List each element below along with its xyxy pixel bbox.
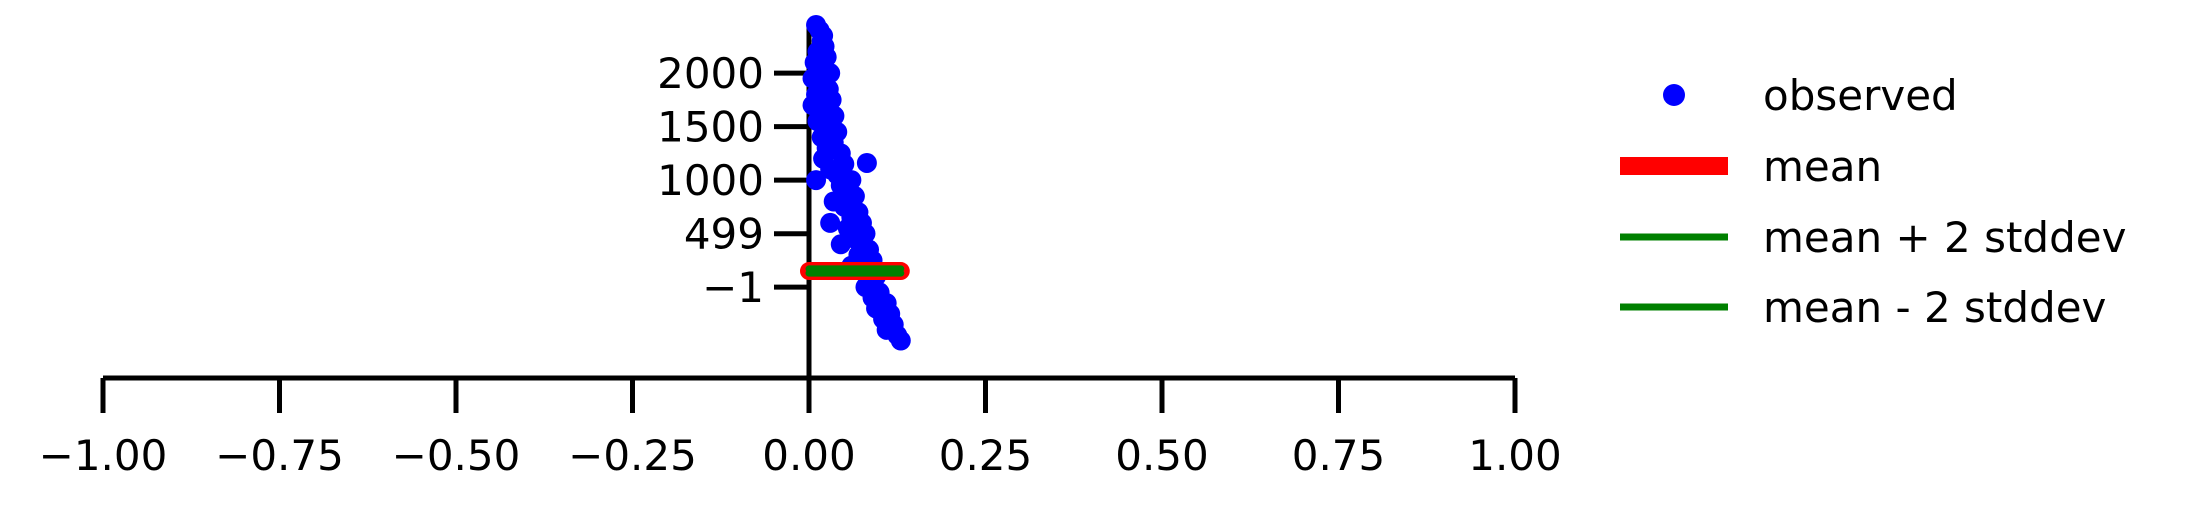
legend-label: mean [1763,142,1882,191]
observed-point [830,234,851,255]
x-tick-label: −0.50 [392,431,521,480]
legend-item: mean + 2 stddev [1620,213,2126,262]
legend-marker [1663,84,1685,106]
plot-area [800,15,911,351]
y-tick-label: 2000 [657,49,764,98]
x-tick-label: 1.00 [1468,431,1562,480]
observed-points [802,15,911,351]
x-tick-label: −1.00 [39,431,168,480]
y-tick-label: −1 [702,263,764,312]
reference-lines [800,262,910,281]
y-tick-label: 1000 [657,156,764,205]
axes: −1.00 −0.75 −0.50 −0.25 0.00 0.25 0.50 0.75 1.00… [39,25,1562,480]
legend: observed mean mean + 2 stddev mean - 2 stdd… [1620,71,2126,332]
observed-point [806,170,827,191]
legend-item: mean [1620,142,1882,191]
x-tick-label: 0.50 [1115,431,1209,480]
x-tick-label: 0.00 [762,431,856,480]
legend-label: observed [1763,71,1958,120]
legend-item: observed [1663,71,1958,120]
y-tick-label: 499 [684,210,764,259]
observed-point [856,152,877,173]
y-tick-label: 1500 [657,103,764,152]
observed-point [820,212,841,233]
legend-label: mean - 2 stddev [1763,283,2106,332]
observed-point [890,330,911,351]
legend-label: mean + 2 stddev [1763,213,2126,262]
legend-item: mean - 2 stddev [1620,283,2106,332]
x-ticks: −1.00 −0.75 −0.50 −0.25 0.00 0.25 0.50 0.75 1.00 [39,378,1562,480]
x-tick-label: −0.25 [568,431,697,480]
x-tick-label: 0.75 [1292,431,1386,480]
x-tick-label: 0.25 [939,431,1033,480]
x-tick-label: −0.75 [215,431,344,480]
